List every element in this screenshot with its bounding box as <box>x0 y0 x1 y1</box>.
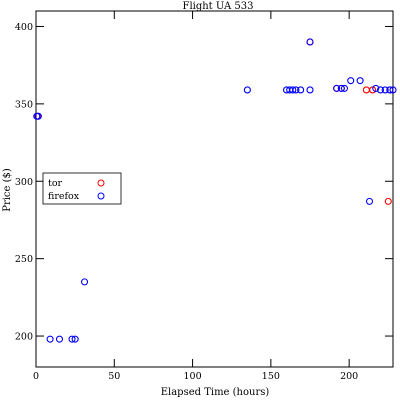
point-firefox <box>365 197 374 205</box>
point-firefox <box>46 335 54 343</box>
point-tor <box>384 197 392 205</box>
point-firefox <box>389 86 397 94</box>
point-firefox <box>347 77 355 85</box>
data-points <box>33 38 397 343</box>
point-firefox <box>356 77 364 85</box>
y-axis-label: Price ($) <box>2 168 13 212</box>
point-tor <box>362 86 370 94</box>
y-tick-label: 350 <box>15 99 33 110</box>
point-firefox <box>80 278 89 286</box>
point-firefox <box>71 335 79 343</box>
x-tick-label: 0 <box>33 371 39 382</box>
point-firefox <box>306 86 314 94</box>
x-tick-label: 200 <box>340 371 358 382</box>
legend-label-firefox: firefox <box>48 191 80 202</box>
point-firefox <box>243 86 251 94</box>
point-firefox <box>340 84 349 92</box>
point-firefox <box>337 84 345 92</box>
y-tick-label: 200 <box>15 332 33 343</box>
legend-marker-firefox <box>97 192 105 200</box>
legend: tor firefox <box>42 172 122 205</box>
point-firefox <box>372 84 380 92</box>
x-tick-label: 50 <box>108 371 120 382</box>
point-firefox <box>333 84 341 92</box>
point-firefox <box>381 86 389 94</box>
point-firefox <box>376 86 385 94</box>
x-tick-label: 100 <box>184 371 202 382</box>
y-tick-label: 300 <box>15 177 33 188</box>
point-firefox <box>289 86 297 94</box>
chart-title: Flight UA 533 <box>183 1 254 12</box>
y-tick-label: 400 <box>15 22 33 33</box>
point-firefox <box>34 112 42 120</box>
y-axis-ticks: 200 250 300 350 400 <box>15 22 393 343</box>
legend-label-tor: tor <box>48 178 63 189</box>
point-firefox <box>292 86 300 94</box>
point-firefox <box>55 335 64 343</box>
point-firefox <box>297 86 305 94</box>
x-axis-label: Elapsed Time (hours) <box>161 387 270 398</box>
x-axis-ticks: 0 50 100 150 200 <box>33 11 358 382</box>
legend-marker-tor <box>97 179 105 187</box>
y-tick-label: 250 <box>15 254 33 265</box>
plot-frame <box>35 10 394 368</box>
point-firefox <box>306 38 314 46</box>
point-firefox <box>68 335 76 343</box>
x-tick-label: 150 <box>262 371 280 382</box>
point-firefox <box>386 86 394 94</box>
legend-box <box>42 172 122 205</box>
